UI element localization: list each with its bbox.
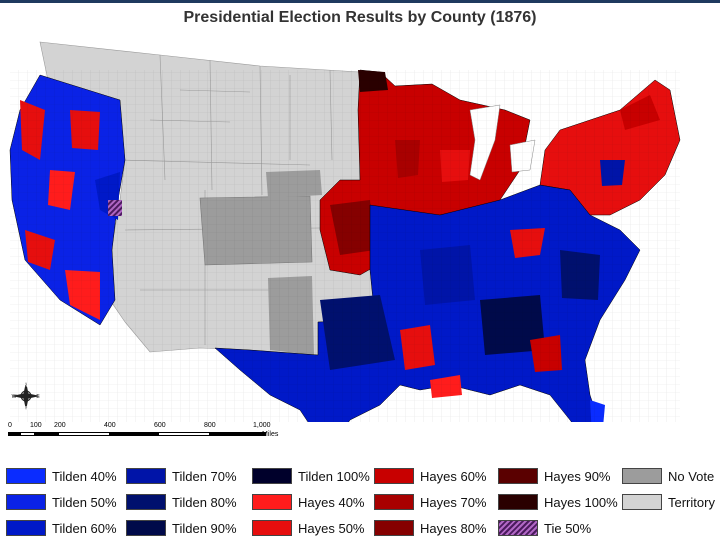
header-rule — [0, 0, 720, 3]
legend-label: Hayes 80% — [420, 520, 487, 536]
legend-swatch — [374, 520, 414, 536]
legend-label: Tilden 50% — [52, 494, 117, 510]
legend-item: Tilden 40% — [6, 466, 117, 486]
legend-swatch — [126, 494, 166, 510]
legend-swatch — [6, 468, 46, 484]
legend-label: Hayes 90% — [544, 468, 611, 484]
legend-item: Tie 50% — [498, 518, 591, 538]
legend-label: Territory — [668, 494, 715, 510]
legend-item: Tilden 80% — [126, 492, 237, 512]
legend-label: Hayes 40% — [298, 494, 365, 510]
legend-item: Territory — [622, 492, 715, 512]
legend-swatch — [498, 468, 538, 484]
legend-item: Tilden 100% — [252, 466, 370, 486]
legend-item: Hayes 80% — [374, 518, 486, 538]
scale-label: 0 — [8, 422, 12, 429]
legend-swatch — [374, 468, 414, 484]
scale-label: 200 — [54, 422, 66, 429]
compass-rose-icon: N W E S — [12, 382, 40, 412]
legend-item: Hayes 90% — [498, 466, 610, 486]
map-title: Presidential Election Results by County … — [183, 9, 537, 26]
legend-swatch — [252, 520, 292, 536]
legend-label: Tilden 100% — [298, 468, 370, 484]
legend-item: Tilden 60% — [6, 518, 117, 538]
compass-s: S — [24, 406, 28, 412]
legend-item: Hayes 60% — [374, 466, 486, 486]
legend-label: Hayes 60% — [420, 468, 487, 484]
legend-item: Tilden 90% — [126, 518, 237, 538]
legend-item: No Vote — [622, 466, 714, 486]
scale-bar: 0 100 200 400 600 800 1,000 Miles — [8, 422, 298, 442]
legend-item: Hayes 100% — [498, 492, 618, 512]
legend-label: Tilden 60% — [52, 520, 117, 536]
legend-label: Tilden 40% — [52, 468, 117, 484]
legend-swatch — [6, 520, 46, 536]
legend-item: Hayes 70% — [374, 492, 486, 512]
legend-swatch — [126, 468, 166, 484]
legend-label: Tilden 70% — [172, 468, 237, 484]
legend-swatch — [6, 494, 46, 510]
legend: Tilden 40% Tilden 50% Tilden 60% Tilden 70%… — [6, 466, 718, 538]
scale-label: 600 — [154, 422, 166, 429]
no-vote-north — [266, 170, 322, 198]
legend-label: Tie 50% — [544, 520, 592, 536]
scale-label: 100 — [30, 422, 42, 429]
legend-label: Tilden 90% — [172, 520, 237, 536]
no-vote-colorado — [199, 195, 313, 266]
legend-swatch — [622, 468, 662, 484]
compass-e: E — [36, 394, 40, 400]
scale-label: 400 — [104, 422, 116, 429]
legend-label: Hayes 100% — [544, 494, 618, 510]
legend-item: Hayes 50% — [252, 518, 364, 538]
legend-label: Hayes 70% — [420, 494, 487, 510]
legend-swatch — [498, 520, 538, 536]
legend-swatch — [126, 520, 166, 536]
scale-units: Miles — [262, 431, 279, 438]
legend-swatch — [252, 468, 292, 484]
scale-label: 800 — [204, 422, 216, 429]
scale-label: 1,000 — [253, 422, 271, 429]
legend-item: Hayes 40% — [252, 492, 364, 512]
compass-w: W — [12, 394, 17, 400]
legend-swatch — [252, 494, 292, 510]
legend-label: Tilden 80% — [172, 494, 237, 510]
legend-label: Hayes 50% — [298, 520, 365, 536]
legend-label: No Vote — [668, 468, 715, 484]
legend-swatch — [622, 494, 662, 510]
compass-n: N — [24, 383, 28, 389]
legend-swatch — [498, 494, 538, 510]
scale-track — [8, 432, 266, 436]
legend-swatch — [374, 494, 414, 510]
legend-item: Tilden 70% — [126, 466, 237, 486]
no-vote-texas-panhandle — [268, 276, 314, 355]
county-map — [9, 41, 681, 422]
legend-item: Tilden 50% — [6, 492, 117, 512]
